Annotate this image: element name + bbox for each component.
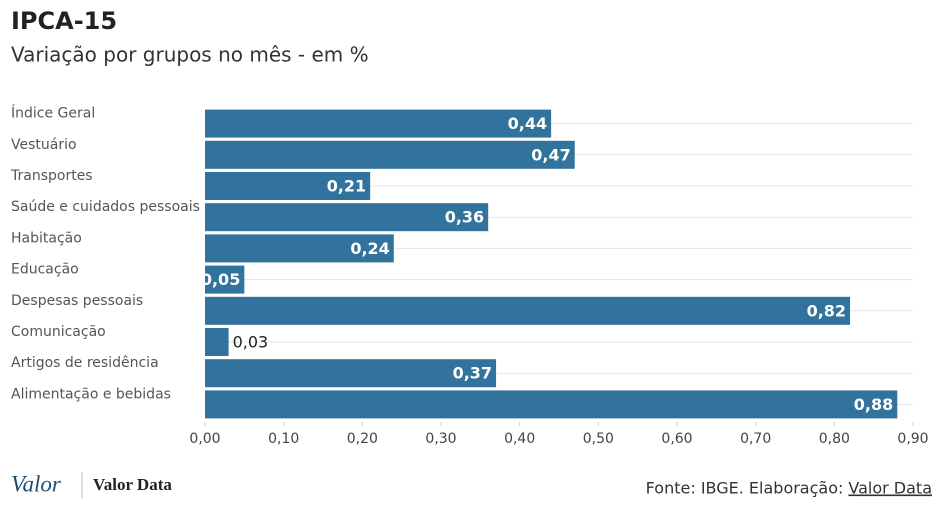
value-label: 0,82 <box>807 301 846 320</box>
value-label: 0,21 <box>327 177 366 196</box>
category-label: Artigos de residência <box>11 355 159 371</box>
category-label: Transportes <box>10 168 93 184</box>
brand: Valor Data <box>93 475 172 494</box>
bar <box>205 109 552 138</box>
category-label: Despesas pessoais <box>11 293 143 309</box>
bar <box>205 359 497 388</box>
value-label: 0,44 <box>508 114 547 133</box>
source: Fonte: IBGE. Elaboração: <box>646 479 844 498</box>
value-label: 0,88 <box>854 395 893 414</box>
bar <box>205 234 394 263</box>
category-label: Habitação <box>11 230 82 246</box>
value-label: 0,24 <box>350 239 389 258</box>
bar <box>205 296 851 325</box>
bar <box>205 203 489 232</box>
category-label: Comunicação <box>11 324 106 340</box>
category-label: Alimentação e bebidas <box>11 386 171 402</box>
category-label: Vestuário <box>11 137 77 153</box>
logo: Valor <box>11 471 62 496</box>
bar <box>205 140 575 169</box>
x-tick-label: 0,10 <box>268 431 299 447</box>
x-tick-label: 0,40 <box>504 431 535 447</box>
x-tick-label: 0,20 <box>347 431 378 447</box>
chart-subtitle: Variação por grupos no mês - em % <box>11 43 369 67</box>
category-label: Saúde e cuidados pessoais <box>11 199 200 215</box>
value-label: 0,03 <box>233 333 269 352</box>
bar <box>205 265 245 294</box>
bar <box>205 390 898 419</box>
value-label: 0,37 <box>453 364 492 383</box>
x-tick-label: 0,30 <box>425 431 456 447</box>
x-tick-label: 0,60 <box>661 431 692 447</box>
bar <box>205 172 371 200</box>
value-label: 0,47 <box>531 145 570 164</box>
x-tick-label: 0,80 <box>819 431 850 447</box>
category-label: Educação <box>11 262 79 278</box>
x-tick-label: 0,50 <box>583 431 614 447</box>
category-label: Índice Geral <box>11 105 95 122</box>
chart-title: IPCA-15 <box>11 7 117 35</box>
source-link[interactable]: Valor Data <box>848 479 932 498</box>
bar <box>205 328 229 356</box>
value-label: 0,36 <box>445 208 484 227</box>
x-tick-label: 0,70 <box>740 431 771 447</box>
x-tick-label: 0,90 <box>897 431 928 447</box>
value-label: 0,05 <box>201 270 240 289</box>
x-tick-label: 0,00 <box>189 431 220 447</box>
